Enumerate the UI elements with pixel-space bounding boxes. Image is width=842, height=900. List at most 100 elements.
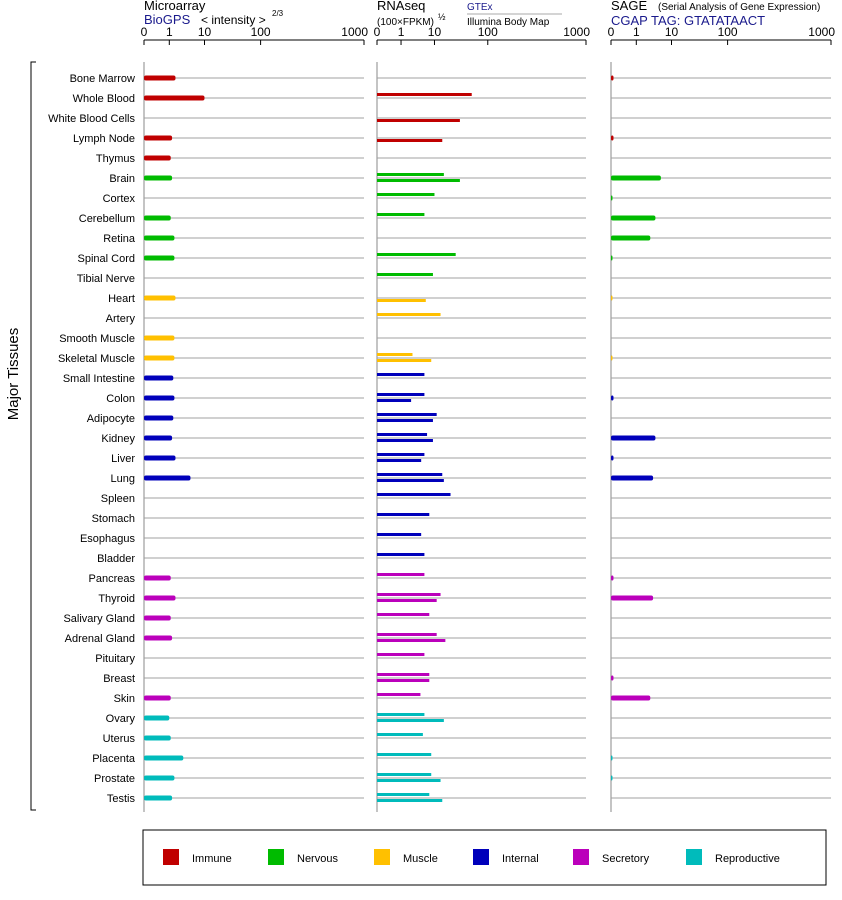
bar-rnaseq-gtex	[377, 693, 421, 696]
bar-sage	[611, 455, 614, 461]
bar-microarray	[144, 775, 175, 781]
tissue-label: Uterus	[103, 733, 136, 745]
x-tick-label: 0	[608, 25, 615, 39]
bar-microarray	[144, 735, 171, 741]
bar-rnaseq-gtex	[377, 313, 441, 316]
tissue-label: Bone Marrow	[70, 73, 135, 85]
bar-rnaseq-ibm	[377, 299, 426, 302]
bar-rnaseq-gtex	[377, 713, 425, 716]
tissue-bracket	[30, 61, 36, 811]
bar-microarray	[144, 95, 205, 101]
tissue-label: Adipocyte	[87, 413, 135, 425]
bar-sage	[611, 595, 654, 601]
bar-microarray	[144, 475, 191, 481]
bar-sage	[611, 215, 656, 221]
panel-note-intensity: < intensity >	[201, 13, 266, 27]
bar-rnaseq-ibm	[377, 419, 433, 422]
legend-label: Internal	[502, 853, 539, 865]
bar-sage	[611, 295, 613, 301]
bar-rnaseq-gtex	[377, 613, 430, 616]
bar-rnaseq-ibm	[377, 679, 430, 682]
bar-microarray	[144, 375, 174, 381]
x-tick-label: 0	[374, 25, 381, 39]
tissue-label: Kidney	[101, 433, 135, 445]
bar-sage	[611, 575, 614, 581]
bar-rnaseq-ibm	[377, 439, 433, 442]
x-tick-label: 1000	[341, 25, 368, 39]
legend-label: Reproductive	[715, 853, 780, 865]
bar-microarray	[144, 715, 170, 721]
bar-microarray	[144, 235, 175, 241]
x-tick-label: 10	[665, 25, 679, 39]
x-tick-label: 10	[428, 25, 442, 39]
bar-rnaseq-gtex	[377, 733, 423, 736]
bar-rnaseq-gtex	[377, 453, 425, 456]
bar-microarray	[144, 75, 176, 81]
tissue-label: Placenta	[92, 753, 136, 765]
tissue-label: Tibial Nerve	[77, 273, 135, 285]
x-tick-label: 1000	[563, 25, 590, 39]
panel-title-sage: SAGE	[611, 0, 647, 13]
bar-microarray	[144, 595, 176, 601]
bar-microarray	[144, 135, 173, 141]
bar-microarray	[144, 795, 173, 801]
legend-swatch	[686, 849, 702, 865]
tissue-label: Prostate	[94, 773, 135, 785]
bar-rnaseq-gtex	[377, 353, 413, 356]
bar-rnaseq-gtex	[377, 433, 428, 436]
x-tick-label: 1	[633, 25, 640, 39]
bar-rnaseq-gtex	[377, 773, 432, 776]
tissue-label: Small Intestine	[63, 373, 135, 385]
panel-title-sage-note: (Serial Analysis of Gene Expression)	[658, 2, 820, 13]
tissue-label: Skin	[114, 693, 135, 705]
bar-rnaseq-gtex	[377, 93, 472, 96]
bar-microarray	[144, 335, 175, 341]
bar-rnaseq-ibm	[377, 179, 460, 182]
bar-rnaseq-ibm	[377, 799, 443, 802]
bar-rnaseq-ibm	[377, 639, 446, 642]
bar-rnaseq-ibm	[377, 599, 437, 602]
bar-microarray	[144, 615, 171, 621]
bar-rnaseq-ibm	[377, 479, 444, 482]
legend-swatch	[473, 849, 489, 865]
x-tick-label: 0	[141, 25, 148, 39]
tissue-label: Retina	[103, 233, 136, 245]
tissue-label: Stomach	[92, 513, 135, 525]
legend-swatch	[268, 849, 284, 865]
tissue-label: Testis	[107, 793, 136, 805]
tissue-label: Adrenal Gland	[65, 633, 135, 645]
x-tick-label: 1	[166, 25, 173, 39]
bar-sage	[611, 775, 613, 781]
panel-subtitle-exponent: ½	[438, 12, 446, 22]
x-tick-label: 100	[478, 25, 498, 39]
bar-rnaseq-gtex	[377, 473, 443, 476]
bar-microarray	[144, 295, 176, 301]
tissue-label: Colon	[106, 393, 135, 405]
bar-rnaseq-ibm	[377, 779, 441, 782]
source-gtex-label: GTEx	[467, 2, 493, 13]
bar-rnaseq-gtex	[377, 793, 430, 796]
bar-sage	[611, 175, 661, 181]
bar-rnaseq-gtex	[377, 633, 437, 636]
tissue-label: Salivary Gland	[63, 613, 135, 625]
bar-rnaseq-gtex	[377, 213, 425, 216]
bar-rnaseq-gtex	[377, 173, 444, 176]
tissue-label: Brain	[109, 173, 135, 185]
bar-sage	[611, 675, 614, 681]
bar-microarray	[144, 175, 173, 181]
tissue-label: Artery	[106, 313, 136, 325]
bar-sage	[611, 695, 651, 701]
tissue-label: Heart	[108, 293, 135, 305]
bar-sage	[611, 395, 614, 401]
x-tick-label: 10	[198, 25, 212, 39]
bar-microarray	[144, 255, 175, 261]
bar-sage	[611, 135, 614, 141]
legend-label: Secretory	[602, 853, 650, 865]
x-tick-label: 1	[398, 25, 405, 39]
bar-microarray	[144, 395, 175, 401]
bar-sage	[611, 755, 613, 761]
legend-swatch	[374, 849, 390, 865]
tissue-label: Smooth Muscle	[59, 333, 135, 345]
tissue-label: Ovary	[106, 713, 136, 725]
